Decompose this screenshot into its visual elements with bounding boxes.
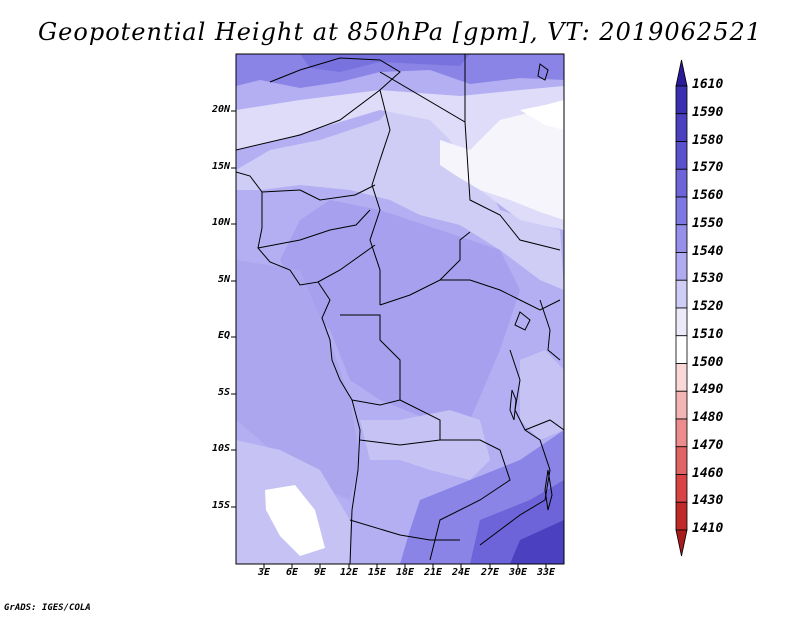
colorbar-segment	[675, 307, 688, 337]
lon-label: 3E	[257, 567, 271, 578]
lat-label: 10S	[211, 443, 230, 454]
colorbar-segment	[675, 113, 688, 142]
colorbar-level-label: 1540	[692, 243, 724, 259]
lat-label: 5N	[217, 274, 230, 285]
lon-ticks	[263, 564, 547, 569]
map-title: Geopotential Height at 850hPa [gpm], VT:…	[38, 18, 762, 46]
colorbar-segment	[675, 252, 688, 281]
lon-label: 12E	[339, 567, 359, 578]
colorbar	[675, 59, 688, 557]
colorbar-segment	[675, 335, 688, 364]
colorbar-level-label: 1500	[692, 354, 724, 370]
lat-ticks	[231, 110, 236, 508]
lat-label: EQ	[217, 330, 230, 341]
colorbar-level-label: 1530	[692, 271, 724, 287]
colorbar-level-label: 1610	[692, 77, 724, 92]
colorbar-segment	[675, 279, 688, 309]
lon-label: 30E	[508, 567, 528, 578]
colorbar-level-label: 1490	[692, 382, 724, 398]
colorbar-level-label: 1590	[692, 104, 724, 120]
colorbar-segment	[675, 446, 688, 475]
colorbar-level-label: 1550	[692, 215, 724, 231]
colorbar-level-label: 1520	[692, 299, 724, 314]
lat-label: 15S	[211, 500, 230, 511]
lat-label: 15N	[211, 161, 230, 172]
colorbar-level-label: 1580	[692, 132, 724, 148]
colorbar-level-label: 1460	[692, 465, 724, 481]
colorbar-segment	[675, 390, 688, 420]
lon-label: 21E	[423, 567, 443, 578]
country-borders	[236, 54, 564, 564]
height-field	[236, 54, 564, 564]
colorbar-segment	[675, 141, 688, 170]
colorbar-level-label: 1510	[692, 326, 724, 342]
lat-label: 20N	[211, 104, 230, 115]
colorbar-segment	[675, 168, 688, 198]
colorbar-level-label: 1480	[692, 410, 724, 425]
grads-credit: GrADS: IGES/COLA	[4, 603, 91, 613]
colorbar-segment	[675, 59, 688, 87]
colorbar-level-label: 1470	[692, 437, 724, 453]
colorbar-level-label: 1560	[692, 188, 724, 203]
lat-label: 5S	[217, 387, 230, 398]
map-frame	[235, 53, 565, 565]
colorbar-segment	[675, 363, 688, 392]
colorbar-segment	[675, 224, 688, 253]
lat-label: 10N	[211, 217, 230, 228]
lon-label: 27E	[480, 567, 500, 578]
colorbar-segment	[675, 418, 688, 448]
colorbar-segment	[675, 501, 688, 531]
lon-label: 33E	[536, 567, 556, 578]
colorbar-segment	[675, 196, 688, 226]
colorbar-segment	[675, 529, 688, 557]
colorbar-segment	[675, 474, 688, 503]
lon-label: 18E	[395, 567, 415, 578]
colorbar-level-label: 1410	[692, 521, 724, 536]
colorbar-level-label: 1570	[692, 160, 724, 176]
lon-label: 6E	[285, 567, 299, 578]
lon-label: 24E	[451, 567, 471, 578]
lon-label: 15E	[367, 567, 387, 578]
lon-label: 9E	[313, 567, 327, 578]
colorbar-segment	[675, 85, 688, 115]
colorbar-level-label: 1430	[692, 493, 724, 509]
lakes	[509, 63, 553, 511]
